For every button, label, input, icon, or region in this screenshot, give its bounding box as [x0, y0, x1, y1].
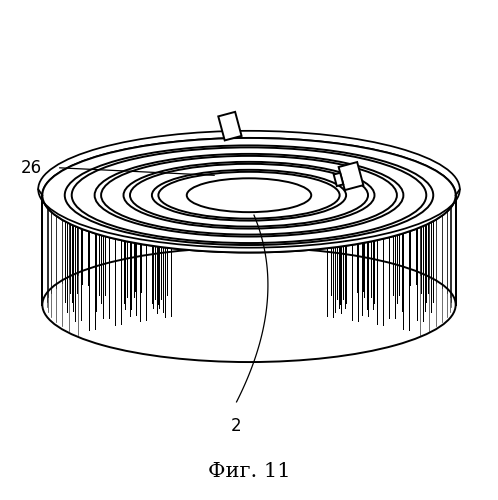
Ellipse shape	[187, 178, 311, 212]
Polygon shape	[334, 173, 343, 186]
Ellipse shape	[42, 138, 456, 252]
Polygon shape	[339, 162, 364, 190]
Polygon shape	[218, 112, 242, 140]
Polygon shape	[42, 195, 456, 362]
Text: 2: 2	[231, 417, 242, 435]
Text: Фиг. 11: Фиг. 11	[208, 462, 290, 481]
Text: 26: 26	[21, 159, 42, 177]
